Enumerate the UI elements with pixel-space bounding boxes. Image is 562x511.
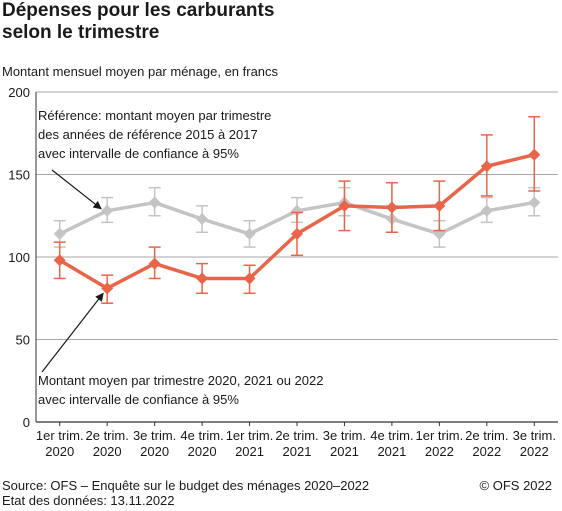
x-tick-label-year: 2021	[377, 444, 406, 459]
current-point	[101, 282, 114, 295]
reference-point	[243, 227, 256, 240]
current-point	[291, 227, 303, 240]
y-tick-label: 150	[8, 168, 30, 183]
current-point	[480, 160, 493, 173]
chart-title: Dépenses pour les carburants selon le tr…	[2, 0, 275, 43]
source-note: Source: OFS – Enquête sur le budget des …	[2, 478, 369, 508]
copyright-text: © OFS 2022	[479, 478, 552, 493]
x-tick-label-year: 2020	[188, 444, 217, 459]
x-tick-label-year: 2020	[140, 444, 169, 459]
current-annotation-arrow	[41, 292, 104, 373]
y-tick-label: 200	[8, 85, 30, 100]
data-date-text: Etat des données: 13.11.2022	[2, 493, 175, 508]
current-point	[338, 199, 351, 212]
current-point	[385, 201, 398, 214]
x-tick-label: 4e trim.	[370, 428, 413, 443]
reference-point	[291, 204, 303, 217]
x-tick-label-year: 2020	[45, 444, 74, 459]
x-tick-label-year: 2021	[330, 444, 359, 459]
y-tick-label: 0	[23, 415, 30, 430]
y-tick-label: 50	[16, 333, 30, 348]
reference-point	[101, 204, 114, 217]
x-tick-label-year: 2022	[425, 444, 454, 459]
x-tick-label: 3e trim.	[513, 428, 556, 443]
x-tick-label: 3e trim.	[133, 428, 176, 443]
x-tick-label: 3e trim.	[323, 428, 366, 443]
x-tick-label: 1er trim.	[416, 428, 464, 443]
chart-subtitle: Montant mensuel moyen par ménage, en fra…	[2, 64, 279, 79]
current-point	[196, 272, 209, 285]
current-annotation-text: Montant moyen par trimestre 2020, 2021 o…	[38, 373, 323, 388]
source-text: Source: OFS – Enquête sur le budget des …	[2, 478, 370, 493]
reference-point	[53, 227, 66, 240]
reference-annotation-arrow	[51, 169, 102, 210]
y-tick-label: 100	[8, 250, 30, 265]
reference-point	[528, 196, 541, 209]
x-tick-label-year: 2022	[520, 444, 549, 459]
x-tick-label: 4e trim.	[180, 428, 223, 443]
current-point	[243, 272, 256, 285]
reference-annotation-text: Référence: montant moyen par trimestre	[38, 108, 271, 123]
reference-point	[480, 204, 493, 217]
x-tick-label-year: 2021	[283, 444, 312, 459]
x-tick-label-year: 2022	[472, 444, 501, 459]
current-point	[148, 257, 161, 270]
reference-annotation-text: avec intervalle de confiance à 95%	[38, 146, 239, 161]
x-tick-label-year: 2021	[235, 444, 264, 459]
current-point	[528, 148, 541, 161]
x-tick-label: 2e trim.	[86, 428, 129, 443]
reference-annotation-text: des années de référence 2015 à 2017	[38, 127, 258, 142]
x-tick-label: 1er trim.	[226, 428, 274, 443]
reference-point	[196, 213, 209, 226]
reference-annotation-bg	[38, 106, 300, 162]
x-tick-label-year: 2020	[93, 444, 122, 459]
x-tick-label: 2e trim.	[465, 428, 508, 443]
x-tick-label: 2e trim.	[275, 428, 318, 443]
reference-point	[148, 196, 161, 209]
current-annotation-text: avec intervalle de confiance à 95%	[38, 392, 239, 407]
x-tick-label: 1er trim.	[36, 428, 84, 443]
current-point	[433, 199, 446, 212]
